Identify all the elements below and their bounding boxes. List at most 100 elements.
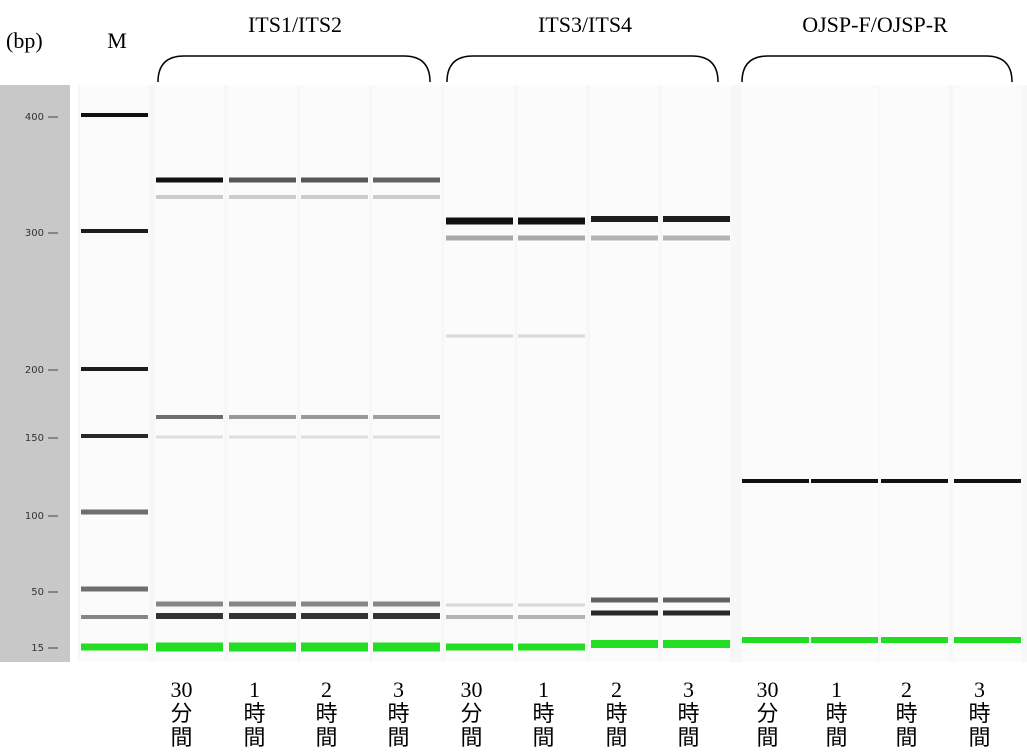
lane-label: 3 — [683, 677, 694, 702]
group-title: OJSP-F/OJSP-R — [802, 12, 948, 37]
size-label: 300 — [25, 228, 44, 239]
lane-label: 分 — [460, 701, 482, 726]
band — [301, 602, 368, 607]
band — [301, 415, 368, 419]
band — [446, 335, 513, 338]
lane-label: 間 — [825, 725, 847, 750]
band — [81, 644, 148, 651]
band — [811, 637, 878, 643]
marker-label: M — [107, 28, 127, 53]
group-title: ITS3/ITS4 — [538, 12, 632, 37]
band — [446, 604, 513, 607]
band — [811, 479, 878, 483]
band — [301, 613, 368, 619]
band — [81, 367, 148, 371]
size-label: 150 — [25, 433, 44, 444]
band — [742, 637, 809, 643]
lane-label: 間 — [460, 725, 482, 750]
band — [373, 602, 440, 607]
lane — [880, 85, 949, 662]
band — [373, 613, 440, 619]
bracket — [447, 56, 718, 82]
lane-label: 間 — [677, 725, 699, 750]
lane-label: 2 — [901, 677, 912, 702]
band — [518, 615, 585, 619]
lane-label: 2 — [611, 677, 622, 702]
band — [663, 216, 730, 222]
lane — [590, 85, 659, 662]
lane-label: 時 — [825, 701, 847, 726]
band — [301, 436, 368, 439]
size-label: 200 — [25, 365, 44, 376]
band — [81, 229, 148, 233]
band — [229, 602, 296, 607]
brackets — [158, 56, 1012, 82]
lane-label: 30 — [171, 677, 193, 702]
lane — [372, 85, 441, 662]
lane-label: 時 — [895, 701, 917, 726]
bracket — [158, 56, 430, 82]
size-label: 15 — [31, 643, 44, 654]
lane-label: 1 — [538, 677, 549, 702]
lane — [953, 85, 1022, 662]
band — [663, 640, 730, 648]
band — [518, 604, 585, 607]
lane-label: 間 — [895, 725, 917, 750]
group-title: ITS1/ITS2 — [248, 12, 342, 37]
band — [229, 415, 296, 419]
lane-label: 時 — [968, 701, 990, 726]
band — [446, 615, 513, 619]
lane-label: 3 — [974, 677, 985, 702]
lane-label: 間 — [315, 725, 337, 750]
lane-label: 3 — [393, 677, 404, 702]
band — [229, 436, 296, 439]
band — [518, 236, 585, 241]
lane-label: 分 — [170, 701, 192, 726]
lane-label: 時 — [605, 701, 627, 726]
gel-figure: (bp) M 4003002001501005015ITS1/ITS2ITS3/… — [0, 0, 1027, 753]
size-label: 50 — [31, 587, 44, 598]
band — [663, 598, 730, 603]
band — [881, 637, 948, 643]
bracket — [742, 56, 1012, 82]
band — [81, 434, 148, 438]
band — [373, 436, 440, 439]
band — [591, 611, 658, 616]
band — [156, 178, 223, 183]
band — [518, 644, 585, 651]
band — [446, 644, 513, 651]
band — [156, 436, 223, 439]
lane-label: 間 — [756, 725, 778, 750]
band — [301, 643, 368, 652]
size-label: 400 — [25, 112, 44, 123]
band — [663, 236, 730, 241]
band — [591, 640, 658, 648]
lane — [228, 85, 297, 662]
lane — [741, 85, 810, 662]
lane — [155, 85, 224, 662]
lane — [300, 85, 369, 662]
lane-label: 時 — [387, 701, 409, 726]
band — [301, 178, 368, 183]
lanes — [80, 85, 1022, 662]
band — [81, 615, 148, 619]
band — [373, 415, 440, 419]
band — [373, 178, 440, 183]
band — [881, 479, 948, 483]
lane-label: 1 — [249, 677, 260, 702]
band — [663, 611, 730, 616]
lane-label: 間 — [605, 725, 627, 750]
axis-unit: (bp) — [6, 28, 43, 53]
band — [229, 195, 296, 199]
band — [229, 613, 296, 619]
band — [446, 218, 513, 225]
band — [156, 415, 223, 419]
band — [446, 236, 513, 241]
band — [301, 195, 368, 199]
lane-label: 2 — [321, 677, 332, 702]
lane-label: 30 — [461, 677, 483, 702]
lane-label: 30 — [757, 677, 779, 702]
lane-label: 時 — [243, 701, 265, 726]
lane-label: 間 — [243, 725, 265, 750]
band — [954, 637, 1021, 643]
